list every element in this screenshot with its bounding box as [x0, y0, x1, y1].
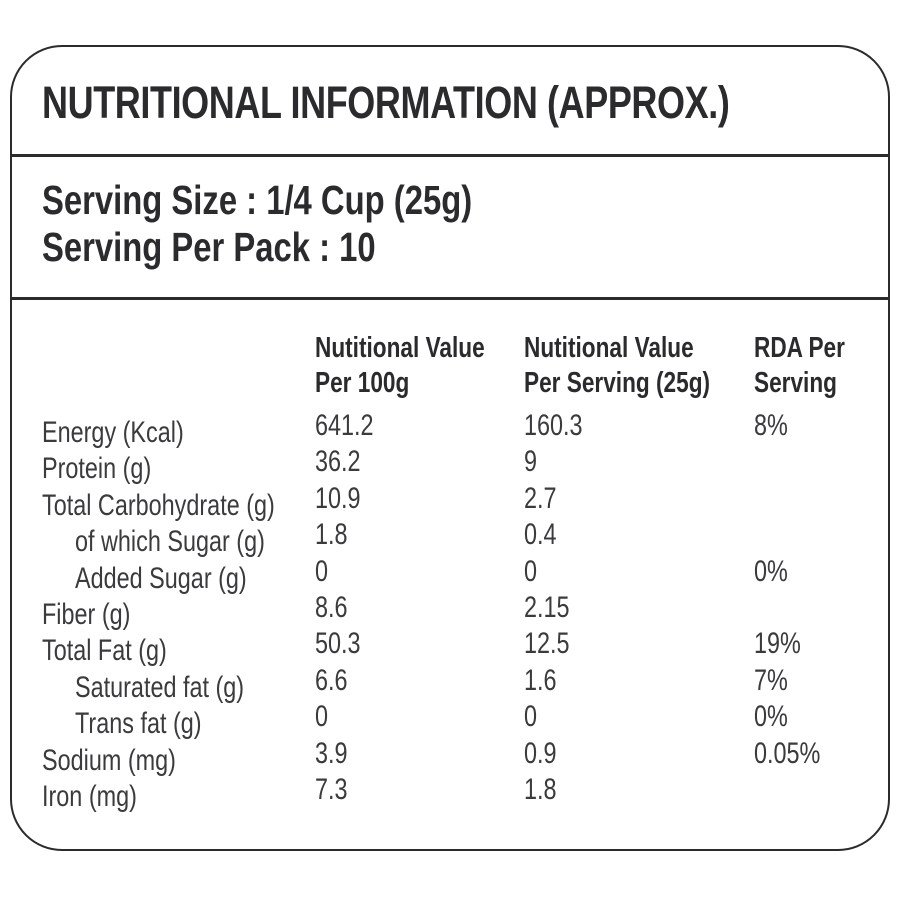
value-rda: 19%	[754, 627, 801, 661]
value-per-100g: 6.6	[315, 663, 348, 697]
table-row-energy: Energy (Kcal) 641.2 160.3 8%	[12, 409, 888, 451]
value-rda	[754, 779, 888, 815]
row-label: Total Fat (g)	[42, 634, 167, 668]
value-per-100g: 10.9	[315, 481, 361, 515]
value-per-serving: 12.5	[524, 627, 570, 661]
table-row-of-which-sugar: of which Sugar (g) 1.8 0.4	[12, 518, 888, 560]
serving-size: Serving Size : 1/4 Cup (25g)	[42, 177, 473, 223]
col-header-rda: RDA Per Serving	[754, 332, 845, 399]
row-label: Trans fat (g)	[75, 707, 202, 741]
value-rda: 7%	[754, 663, 788, 697]
nutrition-label: NUTRITIONAL INFORMATION (APPROX.) Servin…	[10, 45, 890, 851]
table-row-trans-fat: Trans fat (g) 0 0 0%	[12, 700, 888, 742]
table-header: Nutitional Value Per 100g Nutitional Val…	[12, 331, 888, 401]
value-rda	[754, 488, 888, 524]
value-per-serving: 1.8	[524, 772, 557, 806]
value-per-100g: 0	[315, 554, 329, 588]
value-per-serving: 2.7	[524, 481, 557, 515]
row-label: Saturated fat (g)	[75, 670, 245, 704]
table-row-fiber: Fiber (g) 8.6 2.15	[12, 590, 888, 633]
value-per-serving: 2.15	[524, 590, 570, 624]
col-header-blank	[42, 331, 315, 401]
col-header-per-100g: Nutitional Value Per 100g	[315, 332, 485, 399]
value-per-100g: 50.3	[315, 627, 361, 661]
table-row-protein: Protein (g) 36.2 9	[12, 445, 888, 487]
page-title-text: NUTRITIONAL INFORMATION (APPROX.)	[42, 77, 730, 128]
table-row-iron: Iron (mg) 7.3 1.8	[12, 772, 888, 815]
serving-per-pack: Serving Per Pack : 10	[42, 224, 376, 270]
row-label: Energy (Kcal)	[42, 416, 184, 449]
value-rda	[754, 451, 888, 487]
value-per-100g: 641.2	[315, 409, 374, 442]
value-per-serving: 0.9	[524, 736, 557, 770]
value-per-serving: 9	[524, 445, 538, 479]
value-rda: 0%	[754, 700, 788, 734]
table-row-added-sugar: Added Sugar (g) 0 0 0%	[12, 554, 888, 597]
row-label: Added Sugar (g)	[75, 561, 247, 595]
value-per-serving: 160.3	[524, 409, 583, 442]
page-title: NUTRITIONAL INFORMATION (APPROX.)	[42, 77, 900, 129]
row-label: Protein (g)	[42, 452, 152, 486]
value-rda: 0%	[754, 554, 788, 588]
table-row-saturated-fat: Saturated fat (g) 6.6 1.6 7%	[12, 663, 888, 706]
value-per-serving: 0	[524, 700, 538, 734]
value-per-100g: 36.2	[315, 445, 361, 479]
value-rda: 8%	[754, 409, 788, 442]
table-body: Energy (Kcal) 641.2 160.3 8% Protein (g)…	[12, 409, 888, 815]
value-per-100g: 8.6	[315, 590, 348, 624]
value-rda: 0.05%	[754, 736, 821, 770]
table-row-sodium: Sodium (mg) 3.9 0.9 0.05%	[12, 736, 888, 779]
row-label: Fiber (g)	[42, 597, 131, 631]
row-label: Total Carbohydrate (g)	[42, 488, 275, 522]
divider-top	[10, 154, 890, 157]
value-per-serving: 0.4	[524, 518, 557, 552]
row-label: Iron (mg)	[42, 779, 137, 813]
row-label: of which Sugar (g)	[75, 525, 265, 559]
serving-info: Serving Size : 1/4 Cup (25g) Serving Per…	[42, 177, 580, 271]
value-per-100g: 1.8	[315, 518, 348, 552]
value-per-serving: 1.6	[524, 663, 557, 697]
value-per-100g: 7.3	[315, 772, 348, 806]
col-header-per-serving: Nutitional Value Per Serving (25g)	[524, 332, 711, 399]
table-row-total-fat: Total Fat (g) 50.3 12.5 19%	[12, 627, 888, 669]
value-per-serving: 0	[524, 554, 538, 588]
divider-middle	[10, 297, 890, 300]
table-row-total-carbohydrate: Total Carbohydrate (g) 10.9 2.7	[12, 481, 888, 524]
value-per-100g: 3.9	[315, 736, 348, 770]
row-label: Sodium (mg)	[42, 743, 176, 777]
value-per-100g: 0	[315, 700, 329, 734]
